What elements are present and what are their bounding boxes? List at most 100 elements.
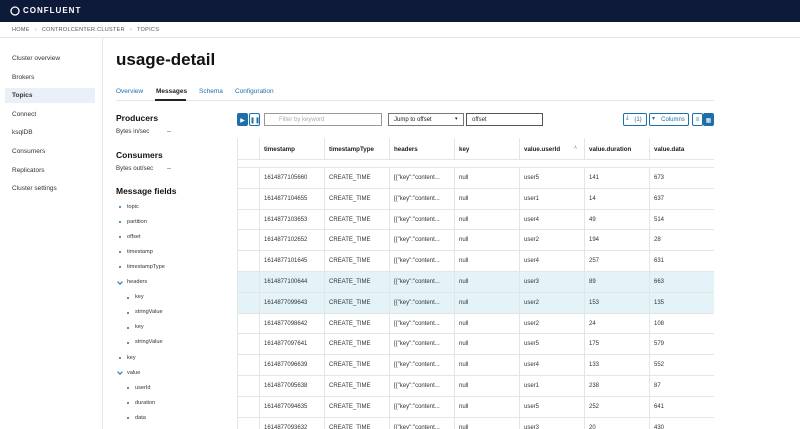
table-cell: user4 [519, 355, 584, 375]
tab[interactable]: Messages [156, 88, 188, 95]
table-cell: 1614877100644 [259, 272, 324, 292]
table-cell: null [454, 188, 519, 209]
table-row[interactable]: 1614877104655 CREATE_TIME [{"key":"content… [238, 188, 714, 210]
field-label[interactable]: key [135, 324, 144, 331]
table-cell: null [454, 292, 519, 313]
crumb[interactable]: HOME [12, 27, 30, 33]
table-cell: CREATE_TIME [324, 230, 389, 251]
nav-item[interactable]: Brokers [12, 73, 35, 81]
table-cell: user5 [519, 168, 584, 188]
table-row[interactable]: 1614877100644 CREATE_TIME [{"key":"content… [238, 272, 714, 293]
column-header[interactable]: timestampType [324, 138, 389, 159]
field-label[interactable]: key [135, 294, 144, 301]
tab[interactable]: Schema [199, 88, 223, 95]
nav-item[interactable]: Replicators [12, 166, 45, 174]
table-row[interactable]: 1614877103653 CREATE_TIME [{"key":"content… [238, 209, 714, 231]
table-cell: 579 [649, 334, 714, 355]
table-cell: [{"key":"content... [389, 396, 454, 417]
nav-item[interactable]: ksqlDB [12, 129, 33, 137]
list-view[interactable]: ≡ [692, 113, 703, 126]
table-cell: null [454, 313, 519, 334]
column-header[interactable]: value.data [649, 138, 714, 159]
field-label[interactable]: topic [127, 203, 139, 210]
nav-item[interactable]: Cluster overview [12, 55, 61, 62]
tab[interactable]: Configuration [235, 88, 274, 95]
table-cell: 1614877101645 [259, 251, 324, 271]
field-label[interactable]: value [127, 369, 141, 376]
jump-select[interactable]: Jump to offset [388, 113, 464, 126]
column-header[interactable]: value.duration [584, 138, 649, 159]
field-label[interactable]: key [127, 354, 136, 361]
expand-icon[interactable] [117, 278, 123, 285]
logo [10, 6, 20, 16]
table-row[interactable]: 1614877096639 CREATE_TIME [{"key":"content… [238, 355, 714, 376]
nav-item[interactable]: Consumers [12, 148, 46, 155]
field-label[interactable]: timestamp [127, 248, 153, 255]
breadcrumb: HOME › CONTROLCENTER.CLUSTER › TOPICS [0, 22, 800, 38]
column-header[interactable]: value.userId [519, 138, 584, 159]
table-cell: 1614877098642 [259, 313, 324, 334]
table-cell: user2 [519, 292, 584, 313]
field-label[interactable]: offset [127, 233, 141, 240]
table-cell: user1 [519, 188, 584, 209]
field-dot [119, 221, 121, 224]
table-cell: null [454, 230, 519, 251]
table-cell: 514 [649, 209, 714, 230]
crumb[interactable]: CONTROLCENTER.CLUSTER [41, 27, 125, 33]
field-dot [119, 251, 121, 254]
field-label[interactable]: stringValue [135, 339, 163, 346]
table-row[interactable]: 1614877102652 CREATE_TIME [{"key":"content… [238, 230, 714, 252]
table-row[interactable]: 1614877094635 CREATE_TIME [{"key":"content… [238, 396, 714, 418]
table-cell: [{"key":"content... [389, 355, 454, 375]
field-dot [119, 236, 121, 239]
field-label[interactable]: timestampType [127, 263, 165, 270]
table-cell: [{"key":"content... [389, 272, 454, 292]
table-row[interactable]: 1614877105660 CREATE_TIME [{"key":"content… [238, 168, 714, 189]
download-button[interactable]: (1) [623, 113, 647, 126]
column-header[interactable]: headers [389, 138, 454, 159]
play-button[interactable]: ▶ [237, 113, 248, 126]
crumb[interactable]: TOPICS [137, 27, 160, 33]
nav-item[interactable]: Topics [5, 88, 95, 104]
metric-label: Bytes in/sec [116, 128, 150, 135]
table-cell: 135 [649, 292, 714, 313]
table-cell: CREATE_TIME [324, 417, 389, 429]
metric-label: Bytes out/sec [116, 165, 154, 172]
table-row[interactable]: 1614877099643 CREATE_TIME [{"key":"content… [238, 292, 714, 314]
field-label[interactable]: stringValue [135, 309, 163, 316]
table-row[interactable]: 1614877097641 CREATE_TIME [{"key":"content… [238, 334, 714, 356]
table-cell: user5 [519, 396, 584, 417]
grid-view[interactable]: ▦ [703, 113, 714, 126]
table-row[interactable]: 1614877093632 CREATE_TIME [{"key":"content… [238, 417, 714, 429]
field-label[interactable]: data [135, 414, 146, 421]
table-row[interactable]: 1614877095638 CREATE_TIME [{"key":"content… [238, 376, 714, 397]
expand-icon[interactable] [117, 369, 123, 375]
table-cell: [{"key":"content... [389, 334, 454, 355]
table-row[interactable]: 1614877101645 CREATE_TIME [{"key":"content… [238, 251, 714, 272]
section-heading: Producers [116, 113, 159, 123]
offset-input[interactable]: offset [466, 113, 543, 126]
nav-item[interactable]: Cluster settings [12, 185, 57, 193]
field-label[interactable]: duration [135, 399, 156, 406]
filter-input[interactable]: Filter by keyword [264, 113, 382, 126]
field-label[interactable]: partition [127, 218, 147, 225]
table-cell: 1614877094635 [259, 396, 324, 417]
topic-title: usage-detail [116, 50, 216, 69]
column-header[interactable]: key [454, 138, 519, 159]
table-cell: 153 [584, 292, 649, 313]
tab[interactable]: Overview [116, 88, 144, 95]
table-cell: CREATE_TIME [324, 251, 389, 271]
table-row[interactable]: 1614877098642 CREATE_TIME [{"key":"content… [238, 313, 714, 335]
table-cell: CREATE_TIME [324, 376, 389, 396]
nav-item[interactable]: Connect [12, 110, 37, 118]
column-header[interactable]: timestamp [259, 138, 324, 159]
table-cell: user2 [519, 313, 584, 334]
field-label[interactable]: headers [127, 279, 148, 285]
table-cell: CREATE_TIME [324, 355, 389, 375]
field-label[interactable]: userId [135, 384, 151, 391]
table-cell: user3 [519, 417, 584, 429]
columns-button[interactable]: Columns [649, 113, 689, 126]
table-cell: CREATE_TIME [324, 292, 389, 313]
pause-button[interactable]: ❚❚ [249, 113, 260, 126]
field-dot [127, 387, 129, 390]
